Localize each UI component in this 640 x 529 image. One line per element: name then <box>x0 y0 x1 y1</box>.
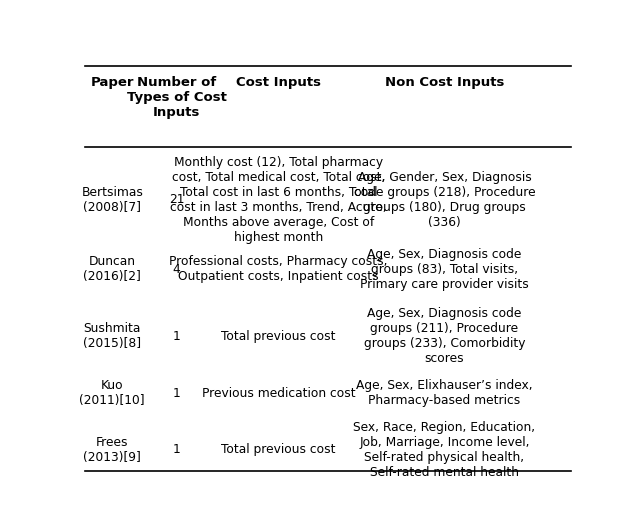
Text: Number of
Types of Cost
Inputs: Number of Types of Cost Inputs <box>127 76 227 118</box>
Text: 1: 1 <box>173 330 180 343</box>
Text: Sushmita
(2015)[8]: Sushmita (2015)[8] <box>83 322 141 350</box>
Text: Monthly cost (12), Total pharmacy
cost, Total medical cost, Total cost,
Total co: Monthly cost (12), Total pharmacy cost, … <box>170 156 387 244</box>
Text: Age, Sex, Diagnosis code
groups (83), Total visits,
Primary care provider visits: Age, Sex, Diagnosis code groups (83), To… <box>360 248 529 290</box>
Text: 4: 4 <box>173 263 180 276</box>
Text: Kuo
(2011)[10]: Kuo (2011)[10] <box>79 379 145 407</box>
Text: Professional costs, Pharmacy costs,
Outpatient costs, Inpatient costs: Professional costs, Pharmacy costs, Outp… <box>169 255 388 283</box>
Text: 21: 21 <box>169 194 184 206</box>
Text: Paper: Paper <box>90 76 134 89</box>
Text: 1: 1 <box>173 443 180 456</box>
Text: Age, Sex, Diagnosis code
groups (211), Procedure
groups (233), Comorbidity
score: Age, Sex, Diagnosis code groups (211), P… <box>364 307 525 366</box>
Text: Cost Inputs: Cost Inputs <box>236 76 321 89</box>
Text: Non Cost Inputs: Non Cost Inputs <box>385 76 504 89</box>
Text: Total previous cost: Total previous cost <box>221 330 335 343</box>
Text: Age, Gender, Sex, Diagnosis
code groups (218), Procedure
groups (180), Drug grou: Age, Gender, Sex, Diagnosis code groups … <box>354 171 536 229</box>
Text: Age, Sex, Elixhauser’s index,
Pharmacy-based metrics: Age, Sex, Elixhauser’s index, Pharmacy-b… <box>356 379 533 407</box>
Text: Previous medication cost: Previous medication cost <box>202 387 355 400</box>
Text: Bertsimas
(2008)[7]: Bertsimas (2008)[7] <box>81 186 143 214</box>
Text: Total previous cost: Total previous cost <box>221 443 335 456</box>
Text: Frees
(2013)[9]: Frees (2013)[9] <box>83 435 141 463</box>
Text: 1: 1 <box>173 387 180 400</box>
Text: Duncan
(2016)[2]: Duncan (2016)[2] <box>83 255 141 283</box>
Text: Sex, Race, Region, Education,
Job, Marriage, Income level,
Self-rated physical h: Sex, Race, Region, Education, Job, Marri… <box>353 421 536 479</box>
